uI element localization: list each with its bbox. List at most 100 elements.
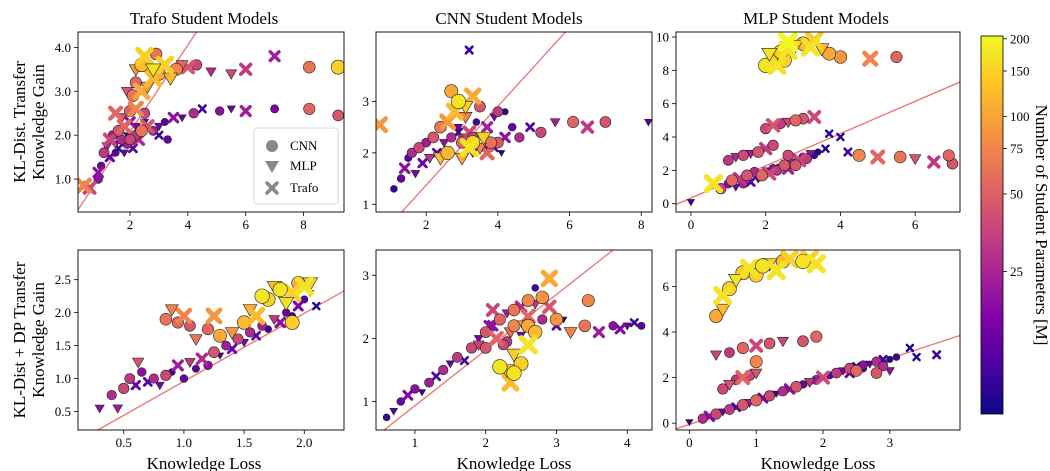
- data-point-cnn: [535, 290, 549, 305]
- circle-marker-icon: [266, 140, 278, 152]
- data-point-trafo: [239, 62, 253, 76]
- data-point-mlp: [278, 297, 295, 311]
- x-tick-label: 2: [482, 435, 489, 450]
- data-point-mlp: [686, 199, 696, 207]
- data-point-trafo: [905, 343, 915, 353]
- x-marker-icon: [265, 181, 279, 195]
- colorbar: 200 150 100 75 50 25 Number of Student Parame…: [980, 31, 1050, 415]
- y-tick-label: 2.5: [55, 272, 71, 287]
- x-axis-label: Knowledge Loss: [147, 454, 262, 471]
- data-point-cnn: [755, 169, 768, 182]
- x-axis-label: Knowledge Loss: [457, 454, 572, 471]
- data-point-trafo: [749, 338, 764, 353]
- data-point-trafo: [78, 177, 92, 194]
- y-tick-label: 1.0: [55, 371, 71, 386]
- y-tick-label: 4: [663, 325, 670, 340]
- y-tick-label: 4: [663, 130, 670, 145]
- data-point-mlp: [884, 367, 895, 376]
- data-point-trafo: [765, 118, 781, 133]
- data-point-trafo: [127, 100, 144, 117]
- data-point-mlp: [154, 123, 164, 132]
- data-point-cnn: [778, 159, 791, 172]
- data-point-mlp: [94, 404, 105, 414]
- data-point-trafo: [629, 318, 639, 328]
- data-point-cnn: [710, 408, 722, 420]
- data-point-cnn: [850, 364, 863, 377]
- data-point-trafo: [195, 352, 209, 366]
- data-point-cnn: [191, 364, 200, 373]
- data-point-cnn: [492, 359, 508, 375]
- data-point-trafo: [268, 50, 281, 63]
- x-tick-label: 3: [887, 435, 894, 450]
- data-point-trafo: [171, 359, 184, 372]
- x-tick-label: 1.0: [176, 435, 192, 450]
- data-point-cnn: [790, 380, 803, 393]
- data-point-cnn: [724, 404, 735, 415]
- x-tick-label: 1: [753, 435, 760, 450]
- data-point-cnn: [549, 312, 564, 327]
- data-point-cnn: [330, 59, 344, 75]
- data-point-trafo: [800, 37, 821, 57]
- y-tick-label: 2.0: [55, 305, 71, 320]
- data-point-cnn: [179, 374, 189, 383]
- data-point-cnn: [270, 104, 280, 114]
- data-point-cnn: [444, 84, 459, 99]
- data-point-trafo: [239, 104, 252, 118]
- data-point-cnn: [608, 321, 618, 331]
- data-point-cnn: [578, 319, 591, 333]
- panel-trafo-kl-dp: Knowledge Loss 0.5 1.0 1.5 2.0 0.5 1.0 1.5 2.0 2…: [55, 249, 345, 471]
- data-point-mlp: [776, 336, 789, 348]
- data-point-mlp: [119, 149, 129, 158]
- data-point-trafo: [540, 269, 559, 288]
- data-point-cnn: [213, 328, 227, 343]
- data-point-cnn: [535, 126, 547, 138]
- data-point-trafo: [197, 104, 207, 114]
- y-tick-label: 6: [663, 96, 670, 111]
- triangle-marker-icon: [265, 161, 279, 173]
- data-point-cnn: [752, 146, 764, 158]
- panel-mlp-kl: MLP Student Models 0 2 4 6 0 2 4 6 8 10: [656, 9, 961, 232]
- data-point-cnn: [424, 377, 434, 388]
- x-tick-label: 4: [624, 435, 631, 450]
- panel-cnn-kl-dp: Knowledge Loss 1 2 3 4 1 2 3: [363, 249, 653, 471]
- data-point-trafo: [778, 32, 799, 52]
- data-point-trafo: [542, 299, 557, 315]
- legend-entry-mlp: MLP: [265, 158, 317, 173]
- plot-area: [94, 276, 344, 430]
- x-tick-label: 4: [495, 217, 502, 232]
- panel-title: MLP Student Models: [743, 9, 889, 28]
- y-tick-label: 0: [663, 416, 670, 431]
- legend-entry-cnn: CNN: [266, 138, 318, 153]
- data-point-trafo: [767, 55, 787, 75]
- row-label-line1: KL-Dist. Transfer: [10, 61, 29, 183]
- data-point-trafo: [735, 370, 751, 386]
- data-point-trafo: [205, 307, 223, 325]
- data-point-mlp: [549, 118, 561, 128]
- data-point-trafo: [464, 45, 474, 55]
- data-point-cnn: [797, 335, 809, 347]
- row-label-bottom: KL-Dist + DP Transfer Knowledge Gain: [10, 261, 48, 418]
- x-tick-label: 8: [638, 217, 645, 232]
- panel-title: CNN Student Models: [435, 9, 582, 28]
- axes-frame: [77, 31, 345, 213]
- y-tick-label: 2: [363, 145, 370, 160]
- data-point-trafo: [580, 120, 595, 134]
- data-point-cnn: [163, 135, 172, 144]
- y-tick-label: 2: [663, 370, 670, 385]
- data-point-trafo: [932, 350, 942, 360]
- axes-frame: [675, 31, 961, 213]
- data-point-cnn: [724, 347, 735, 358]
- plot-area: [676, 32, 960, 207]
- data-point-cnn: [878, 361, 889, 372]
- x-tick-label: 2: [127, 217, 134, 232]
- data-point-cnn: [521, 294, 535, 307]
- data-point-trafo: [870, 149, 886, 165]
- data-point-mlp: [154, 381, 165, 391]
- data-point-cnn: [208, 346, 220, 358]
- data-point-mlp: [224, 327, 240, 340]
- data-point-mlp: [723, 380, 736, 391]
- data-point-cnn: [232, 333, 244, 345]
- data-point-cnn: [118, 382, 130, 395]
- colorbar-tick-label: 200: [1010, 31, 1030, 46]
- data-point-cnn: [697, 413, 708, 424]
